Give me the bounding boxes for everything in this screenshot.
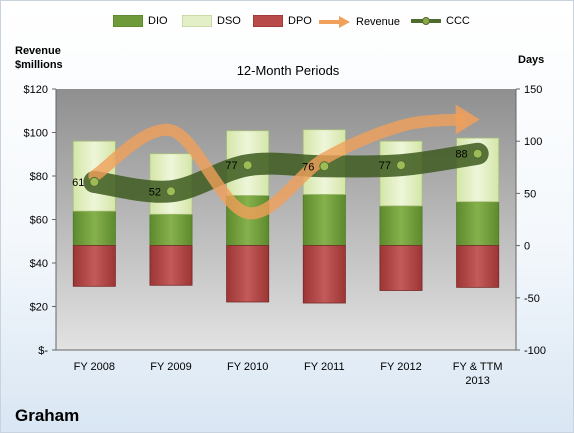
legend-label-dso: DSO xyxy=(217,15,241,27)
x-tick-sublabel: 2013 xyxy=(465,375,489,387)
x-tick-label: FY 2012 xyxy=(380,361,421,373)
right-axis-title: Days xyxy=(518,54,545,66)
company-name: Graham xyxy=(15,406,80,425)
ccc-point xyxy=(166,186,176,197)
ccc-line xyxy=(83,142,489,203)
x-tick-label: FY 2008 xyxy=(74,361,115,373)
bar-dpo xyxy=(456,245,500,288)
bar-dpo xyxy=(72,245,116,287)
ccc-point xyxy=(396,160,406,171)
x-tick-label: FY 2011 xyxy=(304,361,345,373)
ccc-data-label: 88 xyxy=(455,149,467,161)
ccc-point xyxy=(319,161,330,172)
ccc-point xyxy=(472,148,483,159)
x-tick-label: FY & TTM xyxy=(453,361,503,373)
legend-item-ccc: CCC xyxy=(411,15,470,27)
x-tick-label: FY 2009 xyxy=(150,361,191,373)
right-tick-label: 100 xyxy=(524,136,542,148)
left-tick-label: $100 xyxy=(24,128,48,140)
ccc-point xyxy=(89,176,100,187)
bar-dio xyxy=(302,194,346,246)
bar-dio xyxy=(379,205,423,246)
legend-item-dpo: DPO xyxy=(253,15,312,27)
left-axis-title-line1: Revenue xyxy=(15,45,61,57)
revenue-arrowhead xyxy=(455,104,480,135)
ccc-data-label: 52 xyxy=(149,186,161,198)
revenue-line xyxy=(88,113,466,220)
bar-dio xyxy=(456,201,500,246)
legend-label-dio: DIO xyxy=(148,15,168,27)
ccc-data-label: 76 xyxy=(302,161,314,173)
legend-label-dpo: DPO xyxy=(288,15,312,27)
x-tick-label: FY 2010 xyxy=(227,361,268,373)
ccc-data-label: 77 xyxy=(225,160,237,172)
bar-dpo xyxy=(149,245,193,286)
chart-title: 12-Month Periods xyxy=(236,63,340,78)
bar-dpo xyxy=(226,245,270,303)
right-tick-label: 150 xyxy=(524,84,542,96)
ccc-point xyxy=(242,160,253,171)
ccc-data-label: 61 xyxy=(72,177,84,189)
left-tick-label: $60 xyxy=(30,215,48,227)
plot-area xyxy=(56,89,516,350)
right-tick-label: -50 xyxy=(524,293,540,305)
right-tick-label: 50 xyxy=(524,188,536,200)
legend-item-revenue: Revenue xyxy=(319,15,400,29)
left-tick-label: $120 xyxy=(24,84,48,96)
bar-dio xyxy=(149,213,193,246)
legend-label-ccc: CCC xyxy=(446,15,470,27)
legend-item-dso: DSO xyxy=(182,15,241,27)
bar-dio xyxy=(72,210,116,246)
right-tick-label: 0 xyxy=(524,241,530,253)
left-axis-title-line2: $millions xyxy=(15,59,63,71)
left-tick-label: $- xyxy=(38,345,48,357)
ccc-data-label: 77 xyxy=(379,160,391,172)
legend-label-revenue: Revenue xyxy=(356,16,401,28)
left-tick-label: $80 xyxy=(30,171,48,183)
legend-item-dio: DIO xyxy=(113,15,168,27)
bar-dpo xyxy=(302,245,346,304)
bar-dpo xyxy=(379,245,423,291)
right-tick-label: -100 xyxy=(524,345,546,357)
left-tick-label: $20 xyxy=(30,302,48,314)
left-tick-label: $40 xyxy=(30,258,48,270)
legend: DIO DSO DPO Revenue CCC xyxy=(1,15,574,35)
